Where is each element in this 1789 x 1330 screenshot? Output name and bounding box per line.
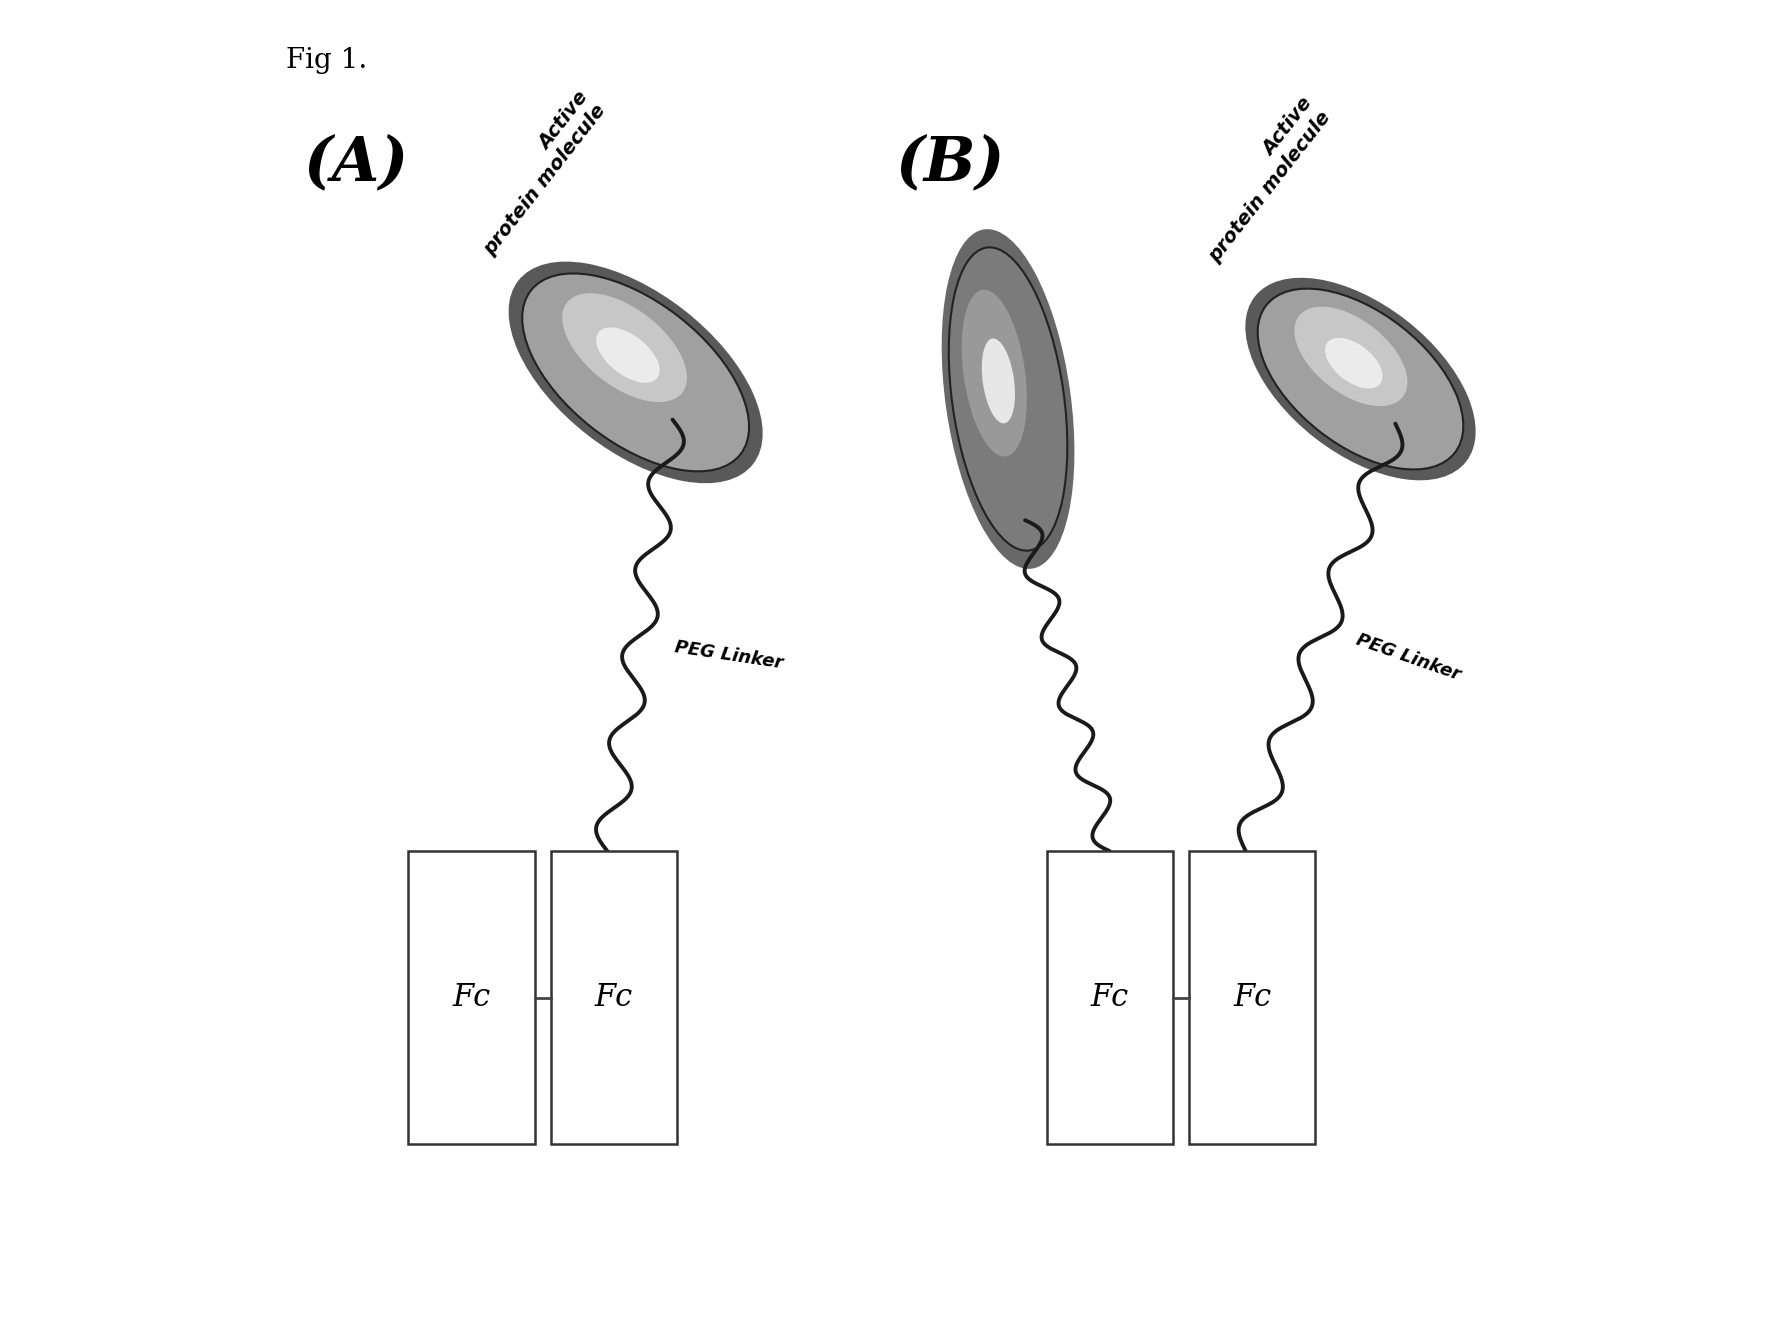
Ellipse shape <box>562 293 687 402</box>
Ellipse shape <box>1245 278 1474 480</box>
Bar <box>551 851 676 1144</box>
Ellipse shape <box>1293 307 1406 406</box>
Bar <box>1047 851 1172 1144</box>
Text: (B): (B) <box>894 133 1004 193</box>
Text: PEG Linker: PEG Linker <box>1352 630 1462 684</box>
Ellipse shape <box>1258 289 1463 469</box>
Text: (A): (A) <box>302 133 408 193</box>
Ellipse shape <box>961 290 1027 456</box>
Text: PEG Linker: PEG Linker <box>673 638 784 673</box>
Text: Fig 1.: Fig 1. <box>286 47 367 73</box>
Text: Fc: Fc <box>594 982 633 1013</box>
Ellipse shape <box>522 274 748 471</box>
Text: Active
protein molecule: Active protein molecule <box>1186 94 1333 266</box>
Ellipse shape <box>980 338 1014 423</box>
Bar <box>1188 851 1315 1144</box>
Text: Fc: Fc <box>1090 982 1129 1013</box>
Ellipse shape <box>1324 338 1381 388</box>
Ellipse shape <box>596 327 660 383</box>
Text: Fc: Fc <box>1233 982 1270 1013</box>
Bar <box>408 851 535 1144</box>
Ellipse shape <box>948 247 1066 551</box>
Ellipse shape <box>941 229 1073 569</box>
Text: Fc: Fc <box>453 982 490 1013</box>
Text: Active
protein molecule: Active protein molecule <box>462 88 608 259</box>
Ellipse shape <box>508 262 762 483</box>
